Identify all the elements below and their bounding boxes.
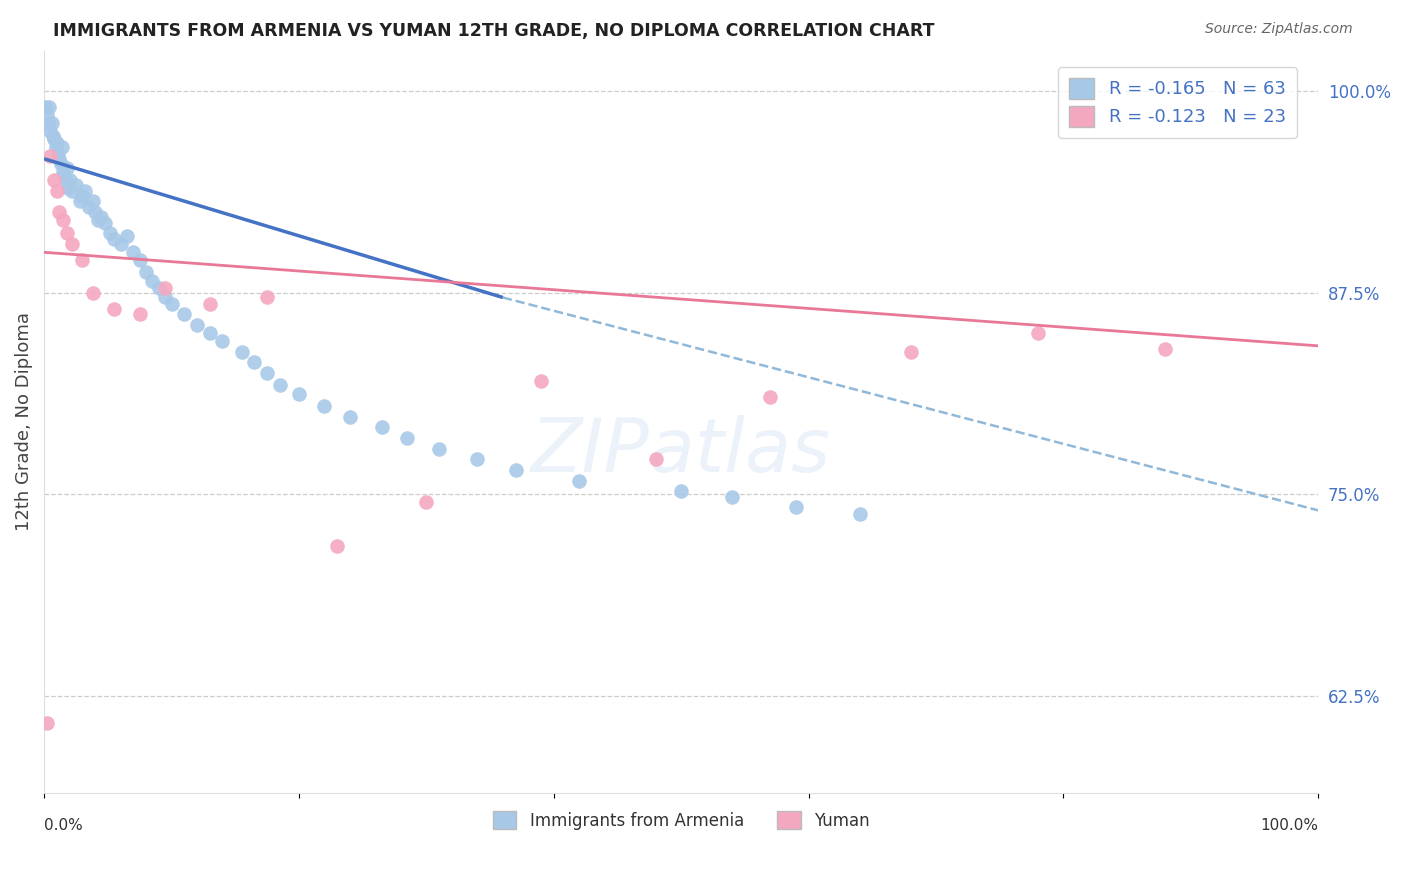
Point — [65, 178, 87, 192]
Point — [38, 100, 60, 114]
Point — [160, 297, 183, 311]
Point — [256, 290, 278, 304]
Point — [41, 116, 63, 130]
Point — [60, 237, 83, 252]
Point — [44, 132, 66, 146]
Point — [339, 409, 361, 424]
Text: 100.0%: 100.0% — [1260, 818, 1319, 833]
Point — [128, 253, 150, 268]
Point — [141, 274, 163, 288]
Point — [256, 366, 278, 380]
Point — [58, 181, 80, 195]
Point — [427, 442, 450, 456]
Point — [465, 451, 488, 466]
Point — [128, 307, 150, 321]
Point — [243, 355, 266, 369]
Point — [568, 475, 591, 489]
Point — [135, 265, 157, 279]
Point — [58, 172, 80, 186]
Point — [848, 507, 870, 521]
Point — [371, 419, 394, 434]
Point — [39, 148, 62, 162]
Point — [1026, 326, 1049, 340]
Point — [72, 189, 94, 203]
Point — [73, 184, 96, 198]
Point — [55, 172, 77, 186]
Point — [69, 194, 91, 208]
Point — [35, 716, 58, 731]
Point — [34, 100, 56, 114]
Point — [39, 124, 62, 138]
Point — [644, 451, 666, 466]
Point — [48, 152, 70, 166]
Point — [326, 539, 349, 553]
Point — [49, 156, 72, 170]
Point — [900, 345, 922, 359]
Point — [52, 164, 75, 178]
Point — [211, 334, 233, 348]
Point — [98, 226, 121, 240]
Point — [52, 213, 75, 227]
Point — [198, 326, 221, 340]
Point — [148, 281, 170, 295]
Point — [153, 290, 176, 304]
Point — [77, 200, 100, 214]
Point — [72, 253, 94, 268]
Point — [42, 129, 65, 144]
Point — [505, 463, 527, 477]
Point — [269, 377, 291, 392]
Point — [721, 491, 744, 505]
Point — [122, 245, 145, 260]
Point — [415, 495, 437, 509]
Point — [53, 168, 76, 182]
Point — [82, 194, 104, 208]
Text: IMMIGRANTS FROM ARMENIA VS YUMAN 12TH GRADE, NO DIPLOMA CORRELATION CHART: IMMIGRANTS FROM ARMENIA VS YUMAN 12TH GR… — [53, 22, 935, 40]
Point — [103, 301, 125, 316]
Point — [60, 184, 83, 198]
Point — [530, 375, 553, 389]
Point — [37, 116, 59, 130]
Point — [396, 431, 419, 445]
Point — [90, 210, 112, 224]
Y-axis label: 12th Grade, No Diploma: 12th Grade, No Diploma — [15, 312, 32, 531]
Point — [86, 213, 108, 227]
Point — [186, 318, 208, 332]
Point — [314, 399, 336, 413]
Point — [173, 307, 195, 321]
Point — [48, 205, 70, 219]
Point — [198, 297, 221, 311]
Point — [94, 216, 117, 230]
Point — [45, 184, 67, 198]
Legend: Immigrants from Armenia, Yuman: Immigrants from Armenia, Yuman — [486, 805, 876, 837]
Text: Source: ZipAtlas.com: Source: ZipAtlas.com — [1205, 22, 1353, 37]
Point — [669, 483, 692, 498]
Point — [45, 136, 67, 150]
Point — [759, 391, 782, 405]
Point — [56, 226, 79, 240]
Point — [45, 140, 67, 154]
Point — [84, 205, 107, 219]
Point — [82, 285, 104, 300]
Point — [103, 232, 125, 246]
Point — [153, 281, 176, 295]
Point — [288, 387, 311, 401]
Point — [44, 172, 66, 186]
Point — [35, 108, 58, 122]
Point — [46, 148, 69, 162]
Point — [231, 345, 253, 359]
Point — [56, 161, 79, 176]
Point — [110, 237, 132, 252]
Point — [51, 140, 73, 154]
Text: 0.0%: 0.0% — [44, 818, 83, 833]
Text: ZIPatlas: ZIPatlas — [531, 416, 831, 487]
Point — [115, 229, 138, 244]
Point — [1154, 342, 1177, 356]
Point — [785, 500, 807, 515]
